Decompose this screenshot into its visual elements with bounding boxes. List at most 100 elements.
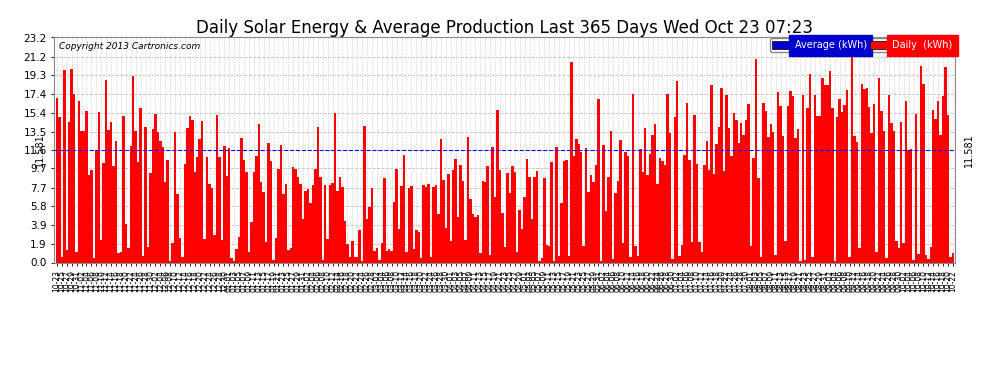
Bar: [466, 137, 469, 262]
Bar: [610, 131, 612, 262]
Bar: [562, 160, 565, 262]
Bar: [782, 136, 784, 262]
Bar: [721, 88, 723, 262]
Bar: [299, 184, 302, 262]
Bar: [845, 90, 848, 262]
Bar: [368, 207, 370, 262]
Bar: [474, 217, 476, 262]
Bar: [489, 255, 491, 262]
Bar: [294, 169, 297, 262]
Bar: [228, 147, 231, 262]
Bar: [400, 186, 403, 262]
Bar: [718, 127, 721, 262]
Bar: [834, 261, 836, 262]
Bar: [531, 219, 534, 262]
Bar: [635, 246, 637, 262]
Bar: [454, 159, 457, 262]
Bar: [738, 143, 740, 262]
Bar: [410, 186, 413, 262]
Legend: Average (kWh), Daily  (kWh): Average (kWh), Daily (kWh): [770, 39, 954, 53]
Bar: [252, 172, 255, 262]
Bar: [504, 246, 506, 262]
Bar: [385, 251, 388, 262]
Bar: [327, 239, 329, 262]
Bar: [646, 175, 648, 262]
Bar: [839, 99, 841, 262]
Bar: [888, 94, 890, 262]
Bar: [607, 177, 610, 262]
Bar: [132, 76, 135, 262]
Bar: [757, 177, 759, 262]
Bar: [632, 94, 635, 262]
Bar: [784, 241, 787, 262]
Bar: [312, 185, 314, 262]
Bar: [666, 94, 668, 262]
Bar: [135, 130, 137, 262]
Bar: [317, 127, 319, 262]
Bar: [941, 96, 944, 262]
Bar: [648, 154, 651, 262]
Bar: [430, 257, 433, 262]
Bar: [107, 130, 110, 262]
Bar: [577, 144, 580, 262]
Bar: [243, 160, 246, 262]
Bar: [151, 129, 154, 262]
Bar: [774, 255, 777, 262]
Bar: [154, 114, 156, 262]
Bar: [366, 219, 368, 262]
Bar: [688, 160, 691, 262]
Bar: [733, 113, 735, 262]
Bar: [802, 94, 804, 262]
Bar: [863, 88, 865, 262]
Bar: [541, 258, 544, 262]
Bar: [905, 100, 908, 262]
Bar: [769, 124, 772, 262]
Bar: [529, 177, 531, 262]
Bar: [925, 255, 927, 262]
Bar: [250, 222, 252, 262]
Bar: [548, 246, 550, 262]
Bar: [255, 156, 257, 262]
Bar: [821, 78, 824, 262]
Bar: [836, 117, 839, 262]
Bar: [435, 185, 438, 262]
Bar: [443, 180, 445, 262]
Bar: [351, 241, 353, 262]
Bar: [161, 147, 164, 262]
Bar: [115, 141, 117, 262]
Bar: [850, 46, 853, 262]
Bar: [642, 172, 644, 262]
Bar: [807, 108, 809, 262]
Bar: [878, 78, 880, 262]
Bar: [449, 242, 452, 262]
Bar: [819, 116, 821, 262]
Bar: [900, 122, 903, 262]
Bar: [309, 203, 312, 262]
Bar: [380, 243, 383, 262]
Bar: [344, 220, 346, 262]
Bar: [223, 146, 226, 262]
Bar: [580, 152, 582, 262]
Bar: [272, 260, 275, 262]
Bar: [570, 62, 572, 262]
Bar: [625, 152, 627, 262]
Bar: [334, 113, 337, 262]
Bar: [663, 165, 666, 262]
Bar: [140, 108, 142, 262]
Bar: [211, 188, 213, 262]
Bar: [550, 162, 552, 262]
Bar: [676, 81, 678, 262]
Bar: [262, 192, 265, 262]
Bar: [284, 183, 287, 262]
Bar: [102, 163, 105, 262]
Bar: [893, 131, 895, 262]
Bar: [307, 189, 309, 262]
Bar: [201, 122, 203, 262]
Bar: [622, 243, 625, 262]
Bar: [370, 188, 373, 262]
Bar: [612, 259, 615, 262]
Bar: [873, 104, 875, 262]
Bar: [181, 257, 184, 262]
Bar: [696, 164, 698, 262]
Bar: [940, 135, 941, 262]
